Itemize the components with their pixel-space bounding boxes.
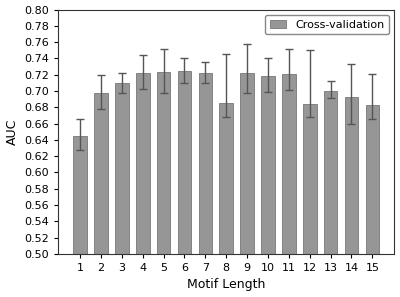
Bar <box>115 83 129 254</box>
Bar <box>240 73 254 254</box>
Bar <box>198 73 212 254</box>
Legend: Cross-validation: Cross-validation <box>265 15 389 34</box>
Bar <box>324 91 337 254</box>
Bar <box>157 72 170 254</box>
Bar <box>94 93 108 254</box>
Bar <box>261 75 275 254</box>
Bar <box>282 74 296 254</box>
Y-axis label: AUC: AUC <box>6 119 18 145</box>
Bar <box>136 73 150 254</box>
Bar <box>303 104 316 254</box>
X-axis label: Motif Length: Motif Length <box>187 279 266 291</box>
Bar <box>178 71 191 254</box>
Bar <box>73 136 87 254</box>
Bar <box>366 105 379 254</box>
Bar <box>345 97 358 254</box>
Bar <box>220 103 233 254</box>
